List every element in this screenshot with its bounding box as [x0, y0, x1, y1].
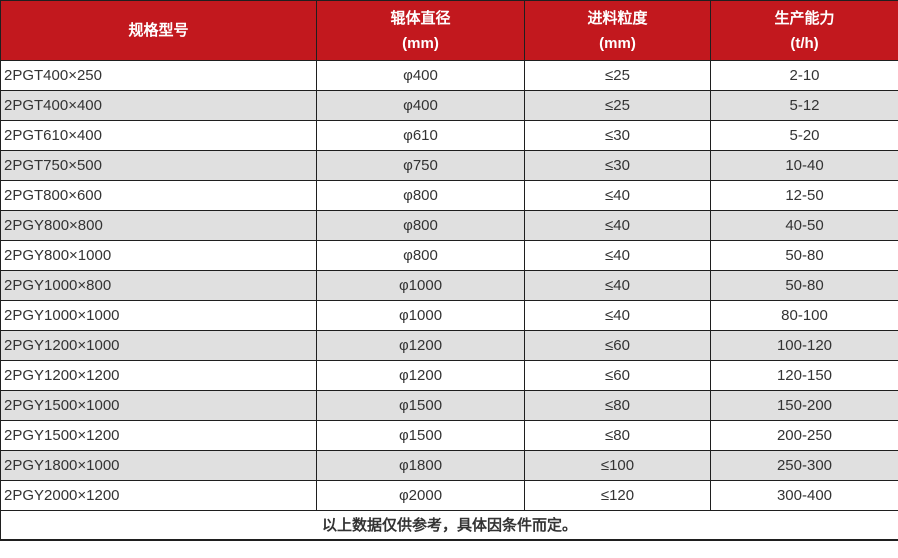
cell-feed-size: ≤25 — [524, 60, 711, 91]
cell-feed-size: ≤80 — [524, 420, 711, 451]
cell-feed-size: ≤80 — [524, 390, 711, 421]
table-row: 2PGY1000×1000 φ1000 ≤40 80-100 — [0, 300, 898, 331]
cell-model: 2PGY1200×1200 — [0, 360, 317, 391]
cell-capacity: 120-150 — [710, 360, 898, 391]
cell-roller-diameter: φ1000 — [316, 270, 525, 301]
cell-model: 2PGY1500×1000 — [0, 390, 317, 421]
cell-capacity: 300-400 — [710, 480, 898, 511]
cell-capacity: 40-50 — [710, 210, 898, 241]
col-header-capacity-title: 生产能力 — [774, 9, 835, 27]
cell-feed-size: ≤120 — [524, 480, 711, 511]
cell-capacity: 5-20 — [710, 120, 898, 151]
cell-model: 2PGY800×1000 — [0, 240, 317, 271]
cell-roller-diameter: φ800 — [316, 210, 525, 241]
cell-model: 2PGT400×400 — [0, 90, 317, 121]
table-row: 2PGY800×1000 φ800 ≤40 50-80 — [0, 240, 898, 271]
cell-model: 2PGT400×250 — [0, 60, 317, 91]
header-row: 规格型号 辊体直径 (mm) 进料粒度 (mm) 生产能力 (t/h) — [0, 0, 898, 61]
table-body: 2PGT400×250 φ400 ≤25 2-10 2PGT400×400 φ400 ≤25… — [0, 60, 898, 511]
cell-model: 2PGY1500×1200 — [0, 420, 317, 451]
table-row: 2PGY1200×1200 φ1200 ≤60 120-150 — [0, 360, 898, 391]
cell-model: 2PGY800×800 — [0, 210, 317, 241]
cell-roller-diameter: φ400 — [316, 60, 525, 91]
cell-feed-size: ≤40 — [524, 300, 711, 331]
cell-roller-diameter: φ610 — [316, 120, 525, 151]
cell-roller-diameter: φ2000 — [316, 480, 525, 511]
cell-capacity: 12-50 — [710, 180, 898, 211]
cell-capacity: 5-12 — [710, 90, 898, 121]
cell-roller-diameter: φ1200 — [316, 330, 525, 361]
cell-capacity: 50-80 — [710, 240, 898, 271]
cell-roller-diameter: φ1000 — [316, 300, 525, 331]
cell-feed-size: ≤40 — [524, 270, 711, 301]
table-row: 2PGY1000×800 φ1000 ≤40 50-80 — [0, 270, 898, 301]
cell-feed-size: ≤60 — [524, 330, 711, 361]
table-row: 2PGY2000×1200 φ2000 ≤120 300-400 — [0, 480, 898, 511]
table-row: 2PGT750×500 φ750 ≤30 10-40 — [0, 150, 898, 181]
cell-roller-diameter: φ1500 — [316, 420, 525, 451]
table-row: 2PGT610×400 φ610 ≤30 5-20 — [0, 120, 898, 151]
col-header-roller-diameter-title: 辊体直径 — [390, 9, 451, 27]
cell-feed-size: ≤30 — [524, 150, 711, 181]
cell-model: 2PGY1200×1000 — [0, 330, 317, 361]
col-header-roller-diameter: 辊体直径 (mm) — [316, 0, 525, 61]
cell-roller-diameter: φ400 — [316, 90, 525, 121]
cell-capacity: 100-120 — [710, 330, 898, 361]
col-header-feed-size-title: 进料粒度 — [587, 9, 648, 27]
cell-feed-size: ≤25 — [524, 90, 711, 121]
cell-capacity: 250-300 — [710, 450, 898, 481]
table-row: 2PGY1200×1000 φ1200 ≤60 100-120 — [0, 330, 898, 361]
cell-feed-size: ≤30 — [524, 120, 711, 151]
cell-model: 2PGY1000×800 — [0, 270, 317, 301]
footnote: 以上数据仅供参考，具体因条件而定。 — [0, 510, 898, 540]
cell-capacity: 200-250 — [710, 420, 898, 451]
table-row: 2PGY1800×1000 φ1800 ≤100 250-300 — [0, 450, 898, 481]
col-header-feed-size-unit: (mm) — [599, 34, 636, 52]
cell-capacity: 10-40 — [710, 150, 898, 181]
table-row: 2PGY1500×1000 φ1500 ≤80 150-200 — [0, 390, 898, 421]
cell-roller-diameter: φ1500 — [316, 390, 525, 421]
cell-feed-size: ≤100 — [524, 450, 711, 481]
cell-model: 2PGT610×400 — [0, 120, 317, 151]
cell-feed-size: ≤40 — [524, 180, 711, 211]
col-header-feed-size: 进料粒度 (mm) — [524, 0, 711, 61]
cell-capacity: 50-80 — [710, 270, 898, 301]
table-row: 2PGY1500×1200 φ1500 ≤80 200-250 — [0, 420, 898, 451]
col-header-capacity-unit: (t/h) — [790, 34, 819, 52]
cell-model: 2PGT800×600 — [0, 180, 317, 211]
table-row: 2PGY800×800 φ800 ≤40 40-50 — [0, 210, 898, 241]
cell-model: 2PGT750×500 — [0, 150, 317, 181]
col-header-model: 规格型号 — [0, 0, 317, 61]
col-header-capacity: 生产能力 (t/h) — [710, 0, 898, 61]
table-row: 2PGT400×400 φ400 ≤25 5-12 — [0, 90, 898, 121]
table-row: 2PGT800×600 φ800 ≤40 12-50 — [0, 180, 898, 211]
cell-feed-size: ≤40 — [524, 240, 711, 271]
footnote-row: 以上数据仅供参考，具体因条件而定。 — [0, 510, 898, 540]
cell-roller-diameter: φ1800 — [316, 450, 525, 481]
cell-capacity: 80-100 — [710, 300, 898, 331]
col-header-model-title: 规格型号 — [128, 22, 189, 39]
cell-model: 2PGY1000×1000 — [0, 300, 317, 331]
cell-model: 2PGY1800×1000 — [0, 450, 317, 481]
cell-capacity: 150-200 — [710, 390, 898, 421]
table-row: 2PGT400×250 φ400 ≤25 2-10 — [0, 60, 898, 91]
cell-feed-size: ≤60 — [524, 360, 711, 391]
cell-roller-diameter: φ750 — [316, 150, 525, 181]
col-header-roller-diameter-unit: (mm) — [402, 34, 439, 52]
cell-roller-diameter: φ800 — [316, 240, 525, 271]
cell-roller-diameter: φ1200 — [316, 360, 525, 391]
cell-capacity: 2-10 — [710, 60, 898, 91]
cell-feed-size: ≤40 — [524, 210, 711, 241]
cell-roller-diameter: φ800 — [316, 180, 525, 211]
spec-table: 规格型号 辊体直径 (mm) 进料粒度 (mm) 生产能力 (t/h) 2PGT… — [0, 0, 898, 541]
cell-model: 2PGY2000×1200 — [0, 480, 317, 511]
